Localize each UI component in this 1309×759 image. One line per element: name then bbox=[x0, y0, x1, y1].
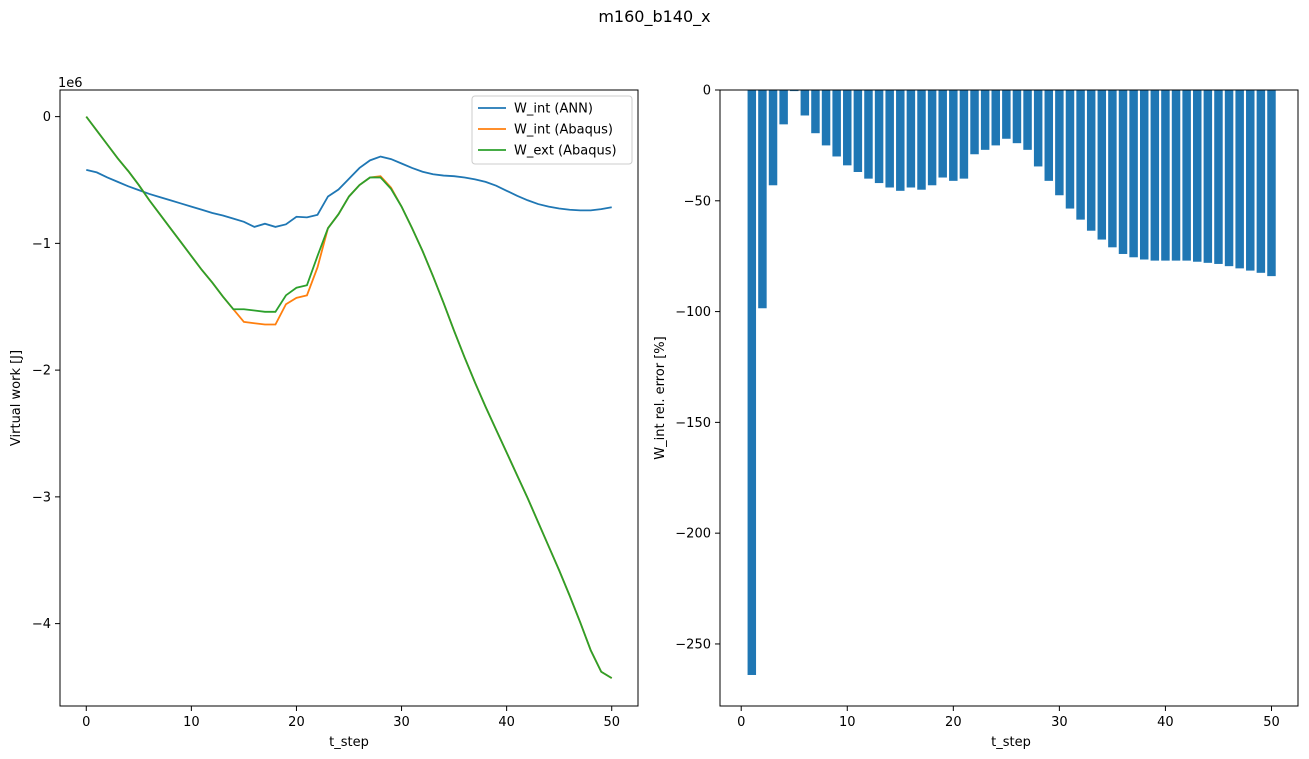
right-x-axis-label: t_step bbox=[991, 735, 1031, 750]
legend-label: W_ext (Abaqus) bbox=[514, 144, 617, 159]
x-tick-label: 20 bbox=[288, 715, 305, 730]
bar bbox=[1012, 90, 1022, 144]
y-tick-label: −50 bbox=[684, 194, 711, 209]
x-tick-label: 0 bbox=[737, 715, 745, 730]
x-tick-label: 40 bbox=[1157, 715, 1174, 730]
bar bbox=[853, 90, 863, 172]
bar bbox=[980, 90, 990, 150]
bar bbox=[811, 90, 820, 134]
x-tick-label: 10 bbox=[183, 715, 200, 730]
bar bbox=[800, 90, 810, 116]
series-line-3 bbox=[85, 116, 613, 679]
left-plot-frame bbox=[59, 89, 639, 707]
bar bbox=[917, 90, 926, 190]
x-tick-label: 30 bbox=[1051, 715, 1068, 730]
bar bbox=[747, 90, 757, 675]
y-tick-label: −4 bbox=[32, 617, 51, 632]
series-line-2 bbox=[85, 116, 613, 679]
left-line-chart: 1e6 Virtual work [J] t_step 0 10 20 30 40 50 0… bbox=[9, 76, 639, 750]
bar bbox=[970, 90, 979, 155]
right-y-axis-label: W_int rel. error [%] bbox=[653, 336, 668, 459]
left-y-multiplier: 1e6 bbox=[58, 76, 83, 91]
series-line-1 bbox=[86, 155, 612, 228]
bar bbox=[1118, 90, 1128, 254]
bar bbox=[1076, 90, 1085, 220]
bar bbox=[1150, 90, 1160, 261]
bar bbox=[991, 90, 1000, 146]
bar bbox=[874, 90, 884, 184]
right-plot-frame bbox=[719, 89, 1299, 707]
bar bbox=[1224, 90, 1234, 267]
bar bbox=[1203, 90, 1213, 263]
bar bbox=[938, 90, 947, 178]
bar bbox=[885, 90, 894, 188]
bar bbox=[1129, 90, 1138, 258]
right-bar-chart: W_int rel. error [%] t_step 0 10 20 30 40 50 0… bbox=[653, 84, 1299, 750]
bar bbox=[1182, 90, 1191, 261]
legend: W_int (ANN) W_int (Abaqus) W_ext (Abaqus) bbox=[471, 95, 633, 165]
bar bbox=[864, 90, 873, 179]
x-tick-label: 10 bbox=[839, 715, 856, 730]
bar bbox=[768, 90, 778, 186]
left-y-axis-label: Virtual work [J] bbox=[9, 350, 24, 446]
legend-label: W_int (ANN) bbox=[514, 102, 593, 117]
bar bbox=[896, 90, 905, 191]
y-tick-label: −100 bbox=[675, 305, 711, 320]
bar bbox=[1065, 90, 1075, 209]
bar bbox=[790, 90, 799, 92]
bar bbox=[1055, 90, 1064, 196]
bar bbox=[1193, 90, 1202, 262]
y-tick-label: −200 bbox=[675, 527, 711, 542]
x-tick-label: 40 bbox=[498, 715, 515, 730]
bar bbox=[1086, 90, 1096, 231]
bar bbox=[843, 90, 852, 166]
figure-title: m160_b140_x bbox=[598, 7, 710, 27]
y-tick-label: −3 bbox=[32, 490, 51, 505]
bar bbox=[1267, 90, 1276, 277]
bar bbox=[1023, 90, 1032, 150]
bar bbox=[1161, 90, 1170, 261]
y-tick-label: −1 bbox=[32, 237, 51, 252]
bar bbox=[1097, 90, 1107, 240]
bar bbox=[758, 90, 767, 309]
bar bbox=[1246, 90, 1255, 271]
x-tick-label: 50 bbox=[603, 715, 620, 730]
bar bbox=[1108, 90, 1117, 248]
y-tick-label: 0 bbox=[703, 84, 711, 99]
x-tick-label: 20 bbox=[945, 715, 962, 730]
y-tick-label: −150 bbox=[675, 416, 711, 431]
bar bbox=[1002, 90, 1011, 139]
bar bbox=[1044, 90, 1054, 181]
bar bbox=[1139, 90, 1149, 260]
legend-box bbox=[471, 95, 633, 165]
bar bbox=[927, 90, 937, 186]
bar bbox=[1256, 90, 1266, 273]
bar bbox=[832, 90, 841, 157]
y-tick-label: −250 bbox=[675, 637, 711, 652]
bar bbox=[959, 90, 969, 179]
bar bbox=[779, 90, 788, 125]
legend-label: W_int (Abaqus) bbox=[514, 123, 613, 138]
bar bbox=[1033, 90, 1043, 167]
bar bbox=[1171, 90, 1181, 261]
left-x-axis-label: t_step bbox=[329, 735, 369, 750]
bar bbox=[821, 90, 831, 146]
bar bbox=[906, 90, 916, 188]
bar bbox=[1214, 90, 1223, 264]
x-tick-label: 0 bbox=[82, 715, 90, 730]
bar bbox=[1235, 90, 1244, 269]
x-tick-label: 50 bbox=[1263, 715, 1280, 730]
x-tick-label: 30 bbox=[393, 715, 410, 730]
y-tick-label: −2 bbox=[32, 364, 51, 379]
y-tick-label: 0 bbox=[43, 110, 51, 125]
bar bbox=[949, 90, 958, 181]
